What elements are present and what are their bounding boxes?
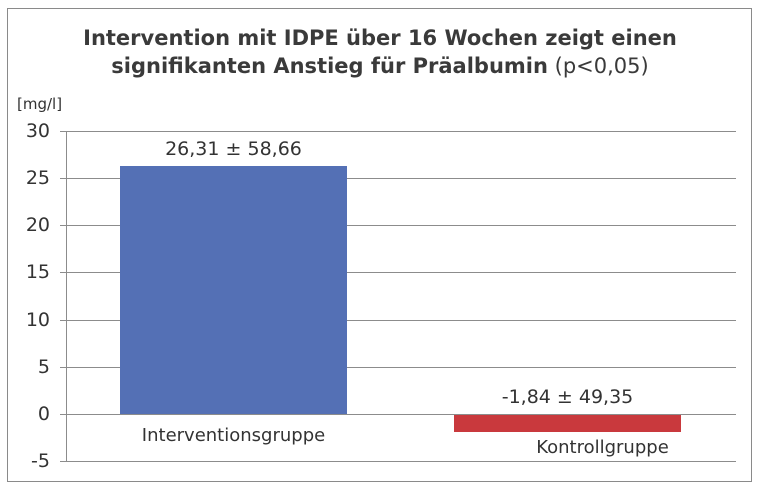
bar-value-label: 26,31 ± 58,66	[165, 138, 302, 160]
chart-title-line-2: signifikanten Anstieg für Präalbumin	[111, 54, 548, 78]
gridline-0	[60, 414, 736, 415]
bar-value-label: -1,84 ± 49,35	[501, 386, 634, 408]
gridline-minus-5	[60, 461, 736, 462]
y-tick-label: 0	[37, 403, 50, 425]
gridline-5	[60, 367, 736, 368]
y-axis-line	[66, 131, 67, 461]
gridline-10	[60, 320, 736, 321]
x-category-label: Interventionsgruppe	[141, 425, 326, 446]
gridline-15	[60, 272, 736, 273]
y-tick-label: 20	[25, 214, 50, 236]
y-tick-label: 15	[25, 261, 50, 283]
chart-title: Intervention mit IDPE über 16 Wochen zei…	[0, 24, 760, 80]
bar-kontrollgruppe	[454, 415, 681, 432]
y-tick-label: 10	[25, 309, 50, 331]
bar-interventionsgruppe	[120, 166, 347, 414]
y-tick-label: 5	[37, 356, 50, 378]
gridline-30	[60, 131, 736, 132]
y-tick-label: 25	[25, 167, 50, 189]
x-category-label: Kontrollgruppe	[536, 437, 669, 458]
y-tick-label: -5	[31, 450, 50, 472]
chart-title-line-1: Intervention mit IDPE über 16 Wochen zei…	[83, 26, 677, 50]
chart-title-pvalue: (p<0,05)	[554, 54, 649, 78]
y-axis-unit-label: [mg/l]	[17, 95, 63, 113]
gridline-20	[60, 225, 736, 226]
y-tick-label: 30	[25, 120, 50, 142]
gridline-25	[60, 178, 736, 179]
